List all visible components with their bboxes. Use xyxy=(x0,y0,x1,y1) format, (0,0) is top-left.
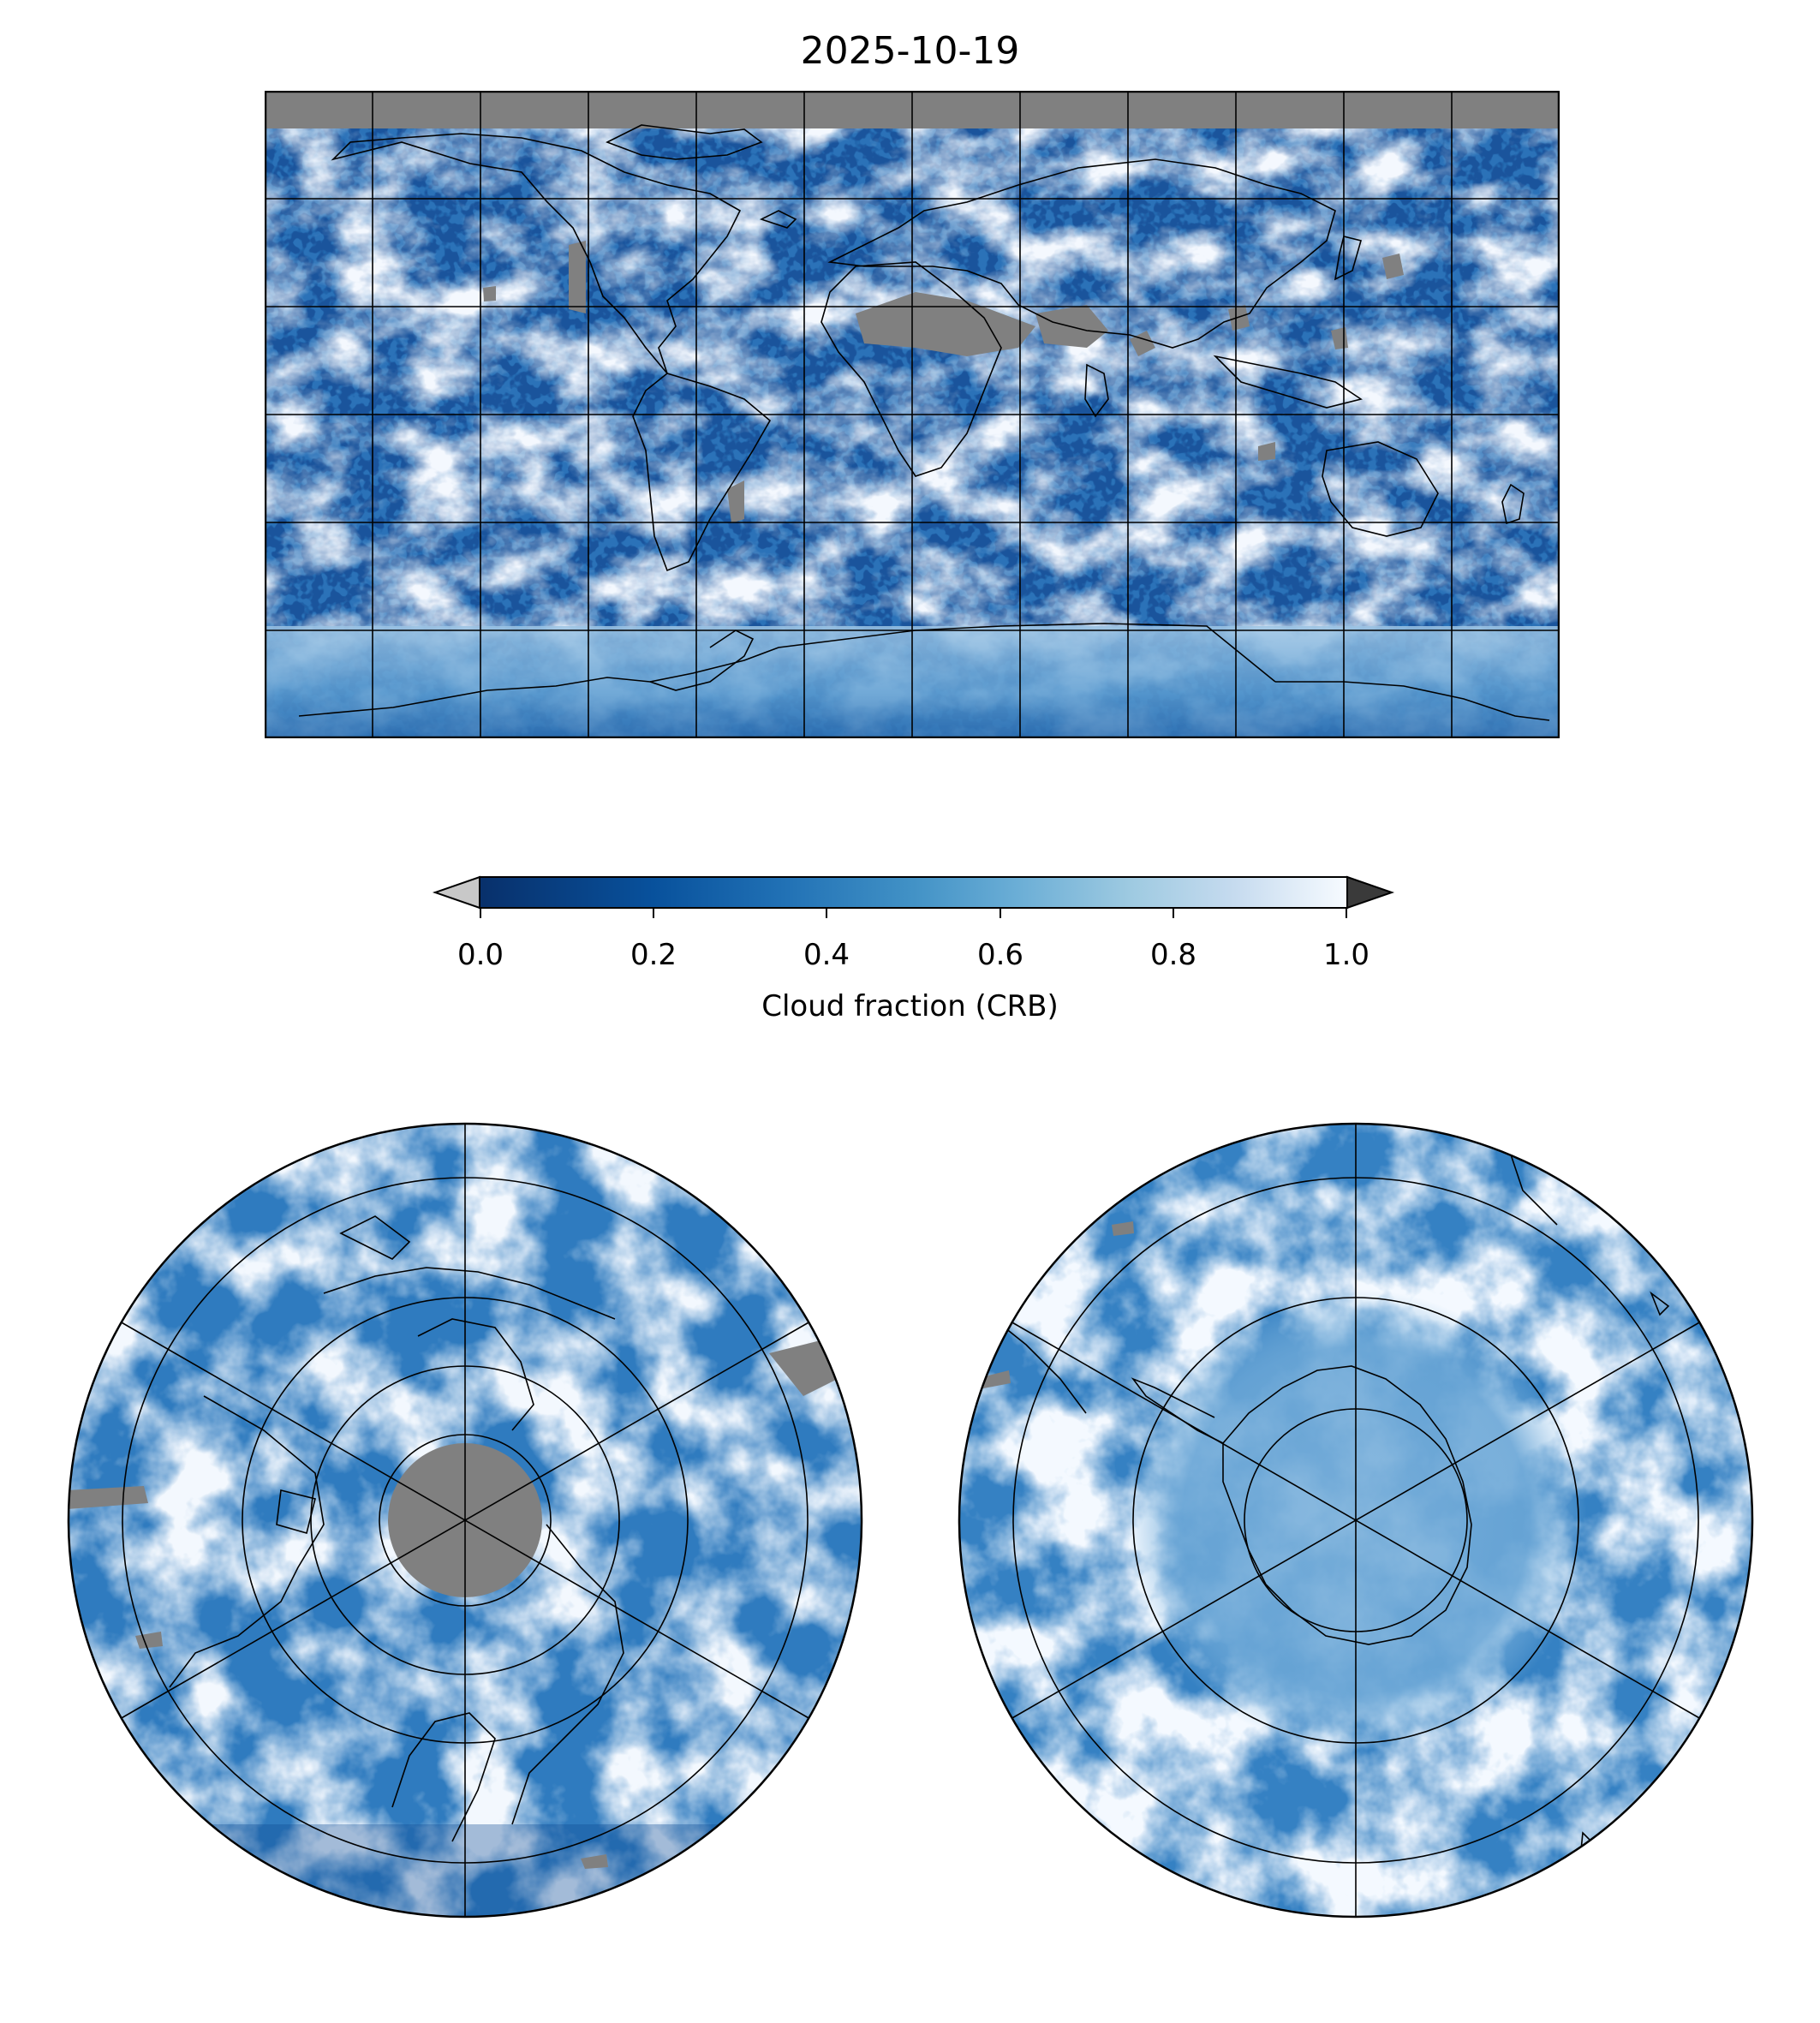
colorbar-tick-label: 0.0 xyxy=(456,938,504,972)
colorbar-tick-label: 0.8 xyxy=(1149,938,1197,972)
colorbar-over-arrow xyxy=(1346,875,1395,910)
north-map-border xyxy=(67,1122,863,1919)
north-polar-map xyxy=(67,1122,863,1919)
north-graticule xyxy=(119,1124,811,1917)
graticule xyxy=(265,91,1560,738)
colorbar-tick-label: 1.0 xyxy=(1322,938,1370,972)
map-frame xyxy=(265,91,1560,738)
figure-title: 2025-10-19 xyxy=(800,29,1020,73)
global-map-svg xyxy=(265,91,1560,738)
colorbar-tick-label: 0.4 xyxy=(803,938,850,972)
south-map-border xyxy=(958,1122,1754,1919)
south-polar-map xyxy=(958,1122,1754,1919)
colorbar-ticks xyxy=(480,908,1347,918)
coastlines xyxy=(298,124,1550,721)
colorbar-label: Cloud fraction (CRB) xyxy=(761,989,1059,1023)
global-cloud-map xyxy=(265,91,1560,738)
colorbar-tick-label: 0.6 xyxy=(976,938,1024,972)
colorbar xyxy=(432,875,1395,918)
north-coastlines xyxy=(169,1215,624,1842)
colorbar-under-arrow xyxy=(432,875,480,910)
north-missing-patches xyxy=(69,1340,838,1869)
south-graticule xyxy=(1010,1124,1702,1917)
colorbar-gradient xyxy=(479,876,1348,909)
colorbar-tick-label: 0.2 xyxy=(630,938,677,972)
